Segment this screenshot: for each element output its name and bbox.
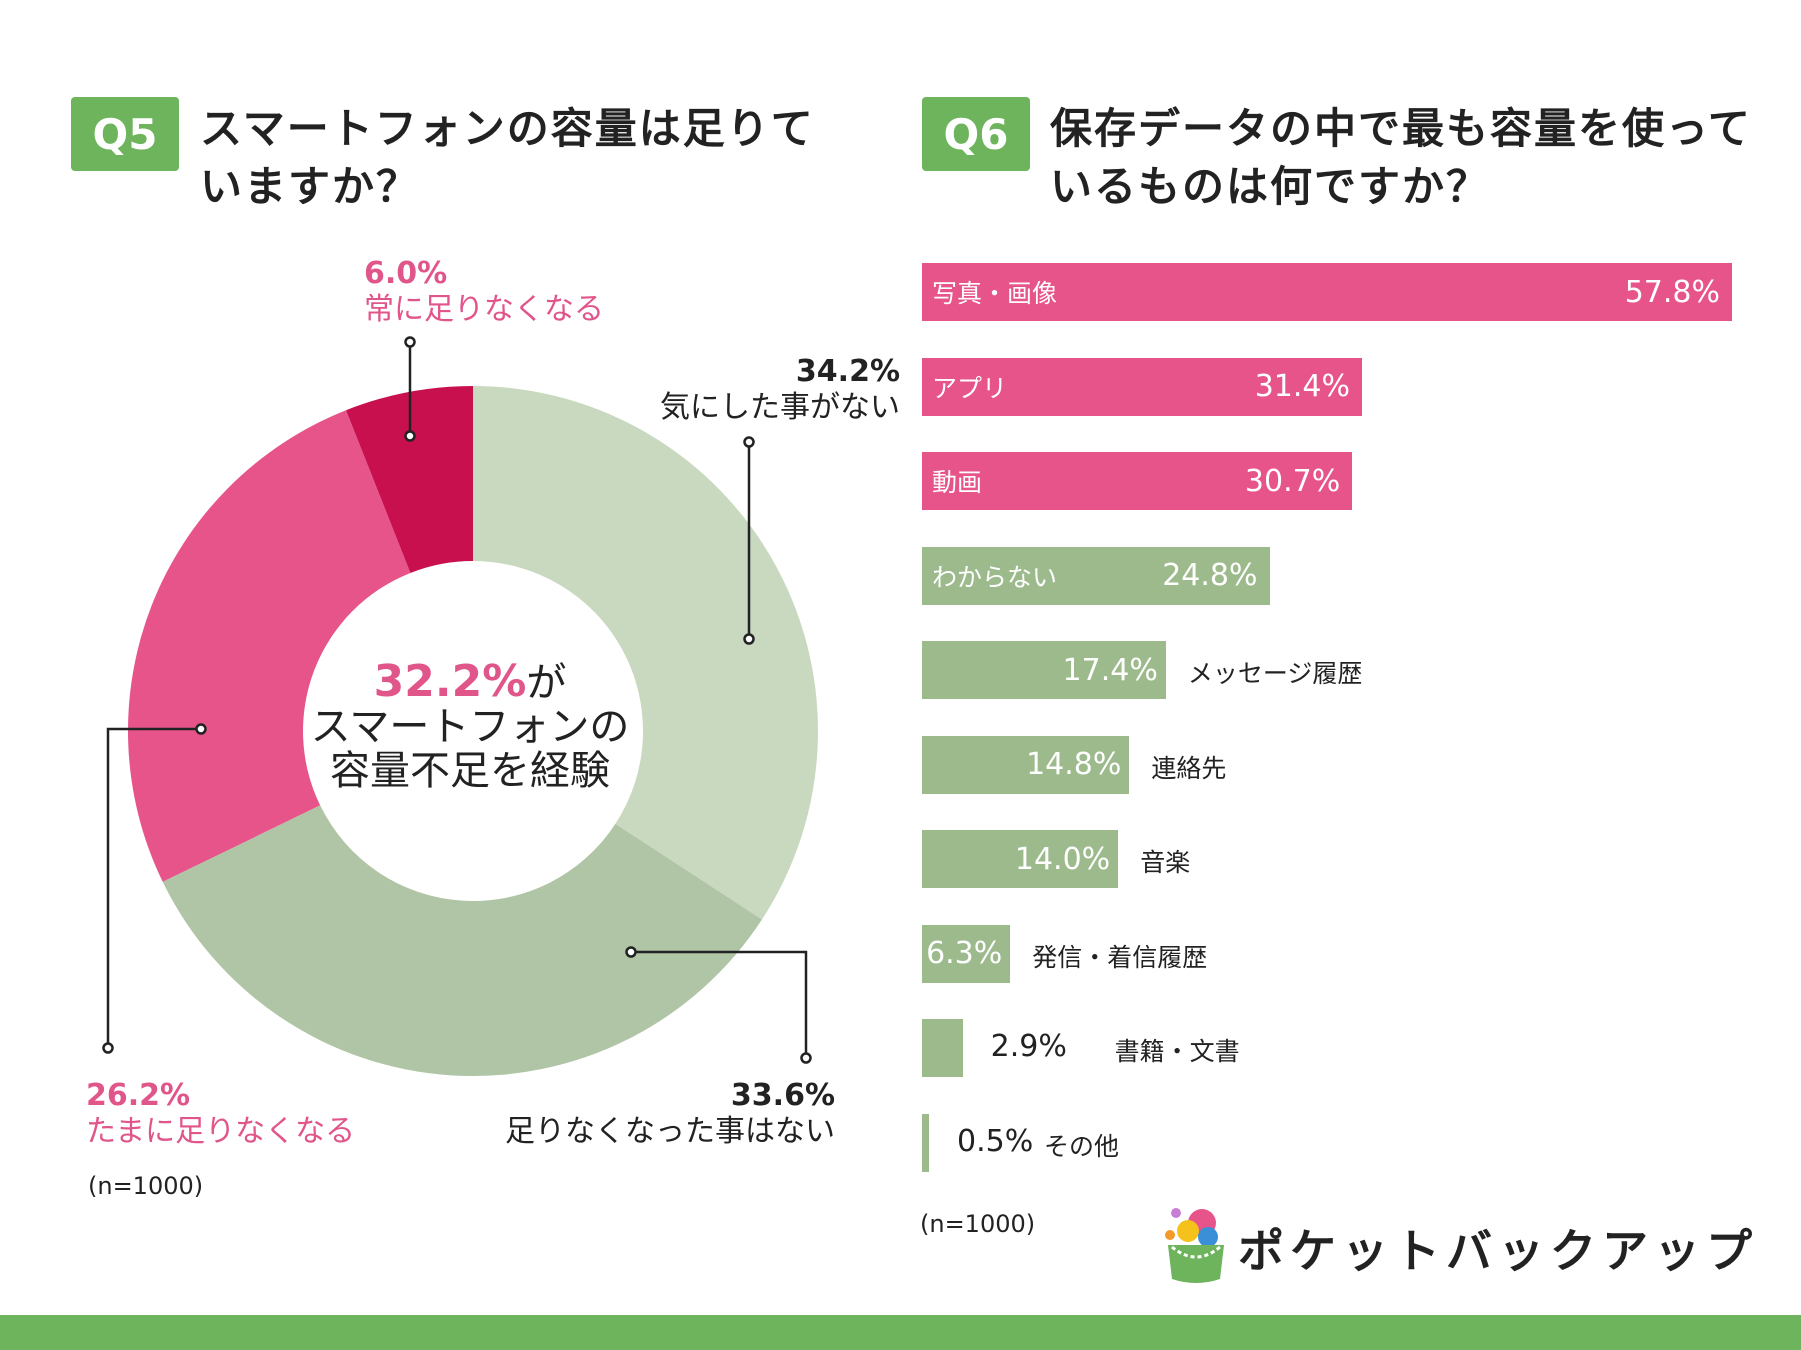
leader-never-cared-dot — [743, 436, 755, 448]
leader-sometimes-dot — [195, 723, 207, 735]
q5-title-line1: スマートフォンの容量は足りて — [200, 104, 815, 153]
bar-value-label: 2.9% — [990, 1029, 1067, 1064]
bar: 17.4% — [922, 641, 1166, 699]
leader-always-dot — [404, 336, 416, 348]
logo-text: ポケットバックアップ — [1238, 1224, 1758, 1278]
bar-category-label: 書籍・文書 — [1114, 1037, 1240, 1066]
leader-never-cared-dot — [743, 633, 755, 645]
slice-never-ran-out — [162, 805, 762, 1077]
q5-title-line2: いますか？ — [200, 162, 421, 211]
bar: 写真・画像 57.8% — [922, 263, 1732, 321]
slice-always — [345, 386, 473, 573]
bar-value-label: 0.5% — [957, 1123, 1034, 1159]
bar-value-label: 17.4% — [1062, 652, 1158, 688]
center-pct: 32.2% — [373, 656, 527, 707]
leader-never-ran-out-dot — [625, 946, 637, 958]
bar-value-label: 57.8% — [1624, 274, 1720, 310]
slice-never-cared — [473, 386, 819, 920]
footer-bar — [0, 1315, 1801, 1350]
bar: アプリ 31.4% — [922, 357, 1363, 416]
center-line2: スマートフォンの — [310, 704, 630, 750]
bar-value-label: 31.4% — [1254, 369, 1351, 404]
slice-category-always: 常に足りなくなる — [364, 292, 604, 327]
bar-value-label: 14.8% — [1026, 747, 1122, 782]
q6-title-line1: 保存データの中で最も容量を使って — [1050, 104, 1752, 153]
bar-value-label: 14.0% — [1014, 841, 1111, 877]
bar — [922, 1019, 963, 1077]
bar: 動画 30.7% — [922, 452, 1353, 510]
slice-label-sometimes: 26.2% たまに足りなくなる — [86, 1078, 355, 1150]
brand-logo: ポケットバックアップ — [1160, 1205, 1752, 1285]
bar-category-label: わからない — [932, 562, 1058, 592]
bar-value-label: 6.3% — [926, 936, 1003, 971]
q6-title-line2: いるものは何ですか？ — [1050, 162, 1491, 211]
slice-category-sometimes: たまに足りなくなる — [86, 1114, 356, 1149]
bar: 6.3% — [922, 924, 1011, 983]
slice-label-never-ran-out: 33.6% 足りなくなった事はない — [440, 1078, 835, 1150]
slice-category-never-cared: 気にした事がない — [660, 390, 900, 425]
leader-sometimes — [106, 727, 201, 1048]
center-line3: 容量不足を経験 — [330, 748, 610, 794]
bar-category-label: その他 — [1044, 1131, 1120, 1161]
bar-category-label: 発信・着信履歴 — [1032, 942, 1208, 972]
bar-value-label: 30.7% — [1244, 463, 1341, 499]
bar-category-label: 写真・画像 — [932, 279, 1058, 308]
bar-category-label: メッセージ履歴 — [1187, 659, 1363, 688]
q5-title: スマートフォンの容量は足りて いますか？ — [200, 100, 815, 216]
bar — [922, 1113, 929, 1172]
bar: 14.8% — [922, 735, 1130, 794]
center-suffix: が — [526, 660, 567, 706]
q5-badge: Q5 — [71, 97, 179, 171]
donut-center-text: 32.2%が スマートフォンの 容量不足を経験 — [300, 660, 640, 794]
slice-value-never-ran-out: 33.6% — [730, 1078, 835, 1113]
slice-value-always: 6.0% — [364, 256, 448, 291]
slice-value-never-cared: 34.2% — [795, 354, 900, 389]
slice-value-sometimes: 26.2% — [86, 1078, 191, 1113]
leader-sometimes-dot — [102, 1042, 114, 1054]
bar: わからない 24.8% — [922, 546, 1270, 605]
bar-category-label: アプリ — [932, 373, 1008, 403]
leader-always-dot — [404, 430, 416, 442]
slice-label-never-cared: 34.2% 気にした事がない — [600, 354, 900, 426]
q6-badge: Q6 — [922, 97, 1030, 171]
slice-category-never-ran-out: 足りなくなった事はない — [505, 1114, 835, 1149]
q6-title: 保存データの中で最も容量を使って いるものは何ですか？ — [1050, 100, 1752, 216]
bar-category-label: 動画 — [932, 468, 983, 497]
bar-value-label: 24.8% — [1162, 558, 1258, 593]
q5-sample-size: (n=1000) — [88, 1172, 204, 1200]
pocket-logo-icon — [1165, 1208, 1224, 1283]
leader-never-ran-out — [631, 950, 808, 1058]
q6-sample-size: (n=1000) — [920, 1210, 1036, 1238]
leader-never-ran-out-dot — [800, 1052, 812, 1064]
bar-category-label: 連絡先 — [1151, 753, 1227, 783]
bar-category-label: 音楽 — [1140, 848, 1191, 877]
slice-label-always: 6.0% 常に足りなくなる — [364, 256, 604, 328]
slice-sometimes — [128, 410, 411, 882]
bar: 14.0% — [922, 830, 1119, 888]
